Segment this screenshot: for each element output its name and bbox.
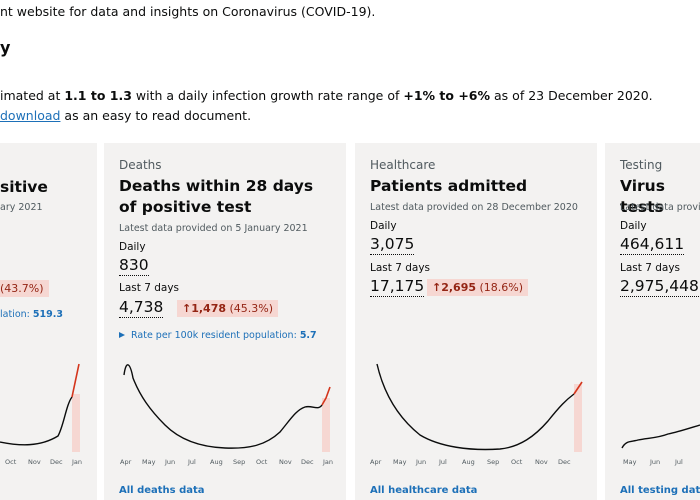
card-caption: Healthcare bbox=[370, 158, 436, 172]
card bbox=[355, 143, 597, 500]
daily-label: Daily bbox=[370, 220, 397, 232]
daily-label: Daily bbox=[620, 220, 647, 232]
month-label: Jun bbox=[416, 458, 427, 466]
month-label: Sep bbox=[487, 458, 500, 466]
week-label: Last 7 days bbox=[620, 262, 681, 274]
month-label: Jul bbox=[675, 458, 683, 466]
month-label: Nov bbox=[535, 458, 548, 466]
daily-label: Daily bbox=[119, 241, 146, 253]
card-link[interactable]: All testing data bbox=[620, 485, 700, 496]
toggle-icon bbox=[119, 332, 125, 338]
month-label: Jul bbox=[188, 458, 196, 466]
month-label: May bbox=[623, 458, 637, 466]
card-title: Patients admitted bbox=[370, 177, 528, 195]
text-bold: +1% to +6% bbox=[403, 88, 491, 103]
sparkline-recent bbox=[71, 363, 80, 398]
month-label: Oct bbox=[256, 458, 268, 466]
download-link[interactable]: download bbox=[0, 108, 61, 123]
month-label: Oct bbox=[5, 458, 17, 466]
daily-value: 3,075 bbox=[370, 235, 415, 255]
card-title: Deaths within 28 days of positive test bbox=[119, 177, 314, 216]
change-pct: (45.3%) bbox=[229, 302, 274, 315]
month-label: May bbox=[142, 458, 156, 466]
month-label: Dec bbox=[50, 458, 63, 466]
change-value: ↑2,695 bbox=[432, 281, 477, 294]
intro-text: nt website for data and insights on Coro… bbox=[0, 4, 376, 19]
month-label: Oct bbox=[511, 458, 523, 466]
month-label: Dec bbox=[301, 458, 314, 466]
updated-text: Latest data providi bbox=[620, 202, 700, 213]
week-value: 17,175 bbox=[370, 277, 425, 297]
highlight-bar bbox=[322, 398, 330, 452]
text: imated at bbox=[0, 88, 65, 103]
rate-toggle[interactable]: Rate per 100k resident population: 5.7 bbox=[119, 330, 317, 341]
change-pct: (18.6%) bbox=[479, 281, 524, 294]
text: as of 23 December 2020. bbox=[490, 88, 653, 103]
change-badge: ↑2,695 (18.6%) bbox=[427, 279, 529, 296]
card-title: Virus tests bbox=[620, 177, 665, 216]
month-label: Jun bbox=[165, 458, 176, 466]
r-number-text: imated at 1.1 to 1.3 with a daily infect… bbox=[0, 88, 653, 103]
rate-toggle[interactable]: lation: 519.3 bbox=[0, 309, 63, 320]
rate-value: 519.3 bbox=[32, 309, 63, 320]
month-label: Nov bbox=[28, 458, 41, 466]
updated-text: Latest data provided on 5 January 2021 bbox=[119, 223, 308, 234]
rate-label: lation: bbox=[0, 309, 33, 320]
rate-value: 5.7 bbox=[299, 330, 317, 341]
month-label: Jun bbox=[650, 458, 661, 466]
month-label: Jan bbox=[72, 458, 83, 466]
heading: y bbox=[0, 38, 11, 57]
month-label: Jan bbox=[323, 458, 334, 466]
sparkline bbox=[123, 364, 323, 449]
daily-value: 464,611 bbox=[620, 235, 685, 255]
card-link[interactable]: All healthcare data bbox=[370, 485, 478, 496]
rate-label: Rate per 100k resident population: bbox=[131, 330, 300, 341]
sparkline-recent bbox=[573, 381, 583, 395]
month-label: Apr bbox=[120, 458, 132, 466]
sparkline bbox=[0, 396, 73, 446]
week-value: 4,738 bbox=[119, 298, 164, 318]
change-badge: (43.7%) bbox=[0, 280, 49, 297]
text: with a daily infection growth rate range… bbox=[131, 88, 404, 103]
card bbox=[104, 143, 346, 500]
updated-text: Latest data provided on 28 December 2020 bbox=[370, 202, 578, 213]
card-link[interactable]: All deaths data bbox=[119, 485, 205, 496]
updated-text: ary 2021 bbox=[0, 202, 43, 213]
month-label: May bbox=[393, 458, 407, 466]
week-label: Last 7 days bbox=[119, 282, 180, 294]
week-label: Last 7 days bbox=[370, 262, 431, 274]
text-bold: 1.1 to 1.3 bbox=[64, 88, 132, 103]
change-value: ↑1,478 bbox=[182, 302, 227, 315]
sparkline-recent bbox=[321, 386, 331, 406]
sparkline bbox=[621, 424, 700, 449]
text: as an easy to read document. bbox=[60, 108, 252, 123]
change-pct: (43.7%) bbox=[0, 282, 44, 295]
month-label: Apr bbox=[370, 458, 382, 466]
month-label: Jul bbox=[439, 458, 447, 466]
month-label: Sep bbox=[233, 458, 246, 466]
week-value: 2,975,448 bbox=[620, 277, 699, 297]
month-label: Nov bbox=[279, 458, 292, 466]
download-text: download as an easy to read document. bbox=[0, 108, 251, 123]
daily-value: 830 bbox=[119, 256, 149, 276]
highlight-bar bbox=[72, 394, 80, 452]
card-caption: Deaths bbox=[119, 158, 162, 172]
month-label: Aug bbox=[210, 458, 223, 466]
card-title: sitive bbox=[0, 178, 48, 196]
sparkline bbox=[376, 363, 575, 451]
month-label: Dec bbox=[558, 458, 571, 466]
card bbox=[605, 143, 700, 500]
change-badge: ↑1,478 (45.3%) bbox=[177, 300, 279, 317]
card-caption: Testing bbox=[620, 158, 663, 172]
month-label: Aug bbox=[462, 458, 475, 466]
highlight-bar bbox=[574, 384, 582, 452]
